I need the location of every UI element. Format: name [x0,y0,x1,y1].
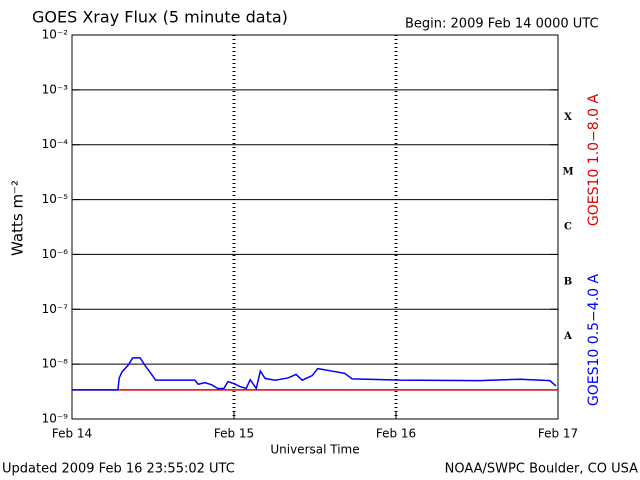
y-tick-label: 10⁻⁶ [42,247,69,261]
flare-class-label: X [564,112,572,123]
flare-class-label: A [563,331,572,342]
x-tick-label: Feb 16 [376,427,416,441]
series-line [72,357,557,391]
y-tick-label: 10⁻² [42,28,69,42]
x-axis-title: Universal Time [270,443,359,457]
footer-right: NOAA/SWPC Boulder, CO USA [445,462,638,477]
y-axis-title: Watts m⁻² [9,180,27,256]
chart-subtitle: Begin: 2009 Feb 14 0000 UTC [405,17,599,32]
y-tick-label: 10⁻⁷ [42,302,69,316]
x-tick-label: Feb 15 [214,427,254,441]
x-tick-label: Feb 14 [52,427,92,441]
footer-left: Updated 2009 Feb 16 23:55:02 UTC [2,462,235,477]
flare-class-label: M [562,167,573,178]
plot-frame [71,34,559,420]
chart-title: GOES Xray Flux (5 minute data) [32,8,288,27]
legend-label: GOES10 1.0−8.0 A [586,94,602,227]
flare-class-label: B [564,276,572,287]
y-tick-label: 10⁻⁸ [42,357,69,371]
x-tick-label: Feb 17 [538,427,578,441]
flare-class-label: C [564,222,572,233]
y-tick-label: 10⁻⁹ [42,412,69,426]
y-tick-label: 10⁻⁴ [42,137,69,151]
legend-label: GOES10 0.5−4.0 A [586,274,602,407]
y-tick-label: 10⁻³ [42,82,69,96]
y-tick-label: 10⁻⁵ [42,192,69,206]
